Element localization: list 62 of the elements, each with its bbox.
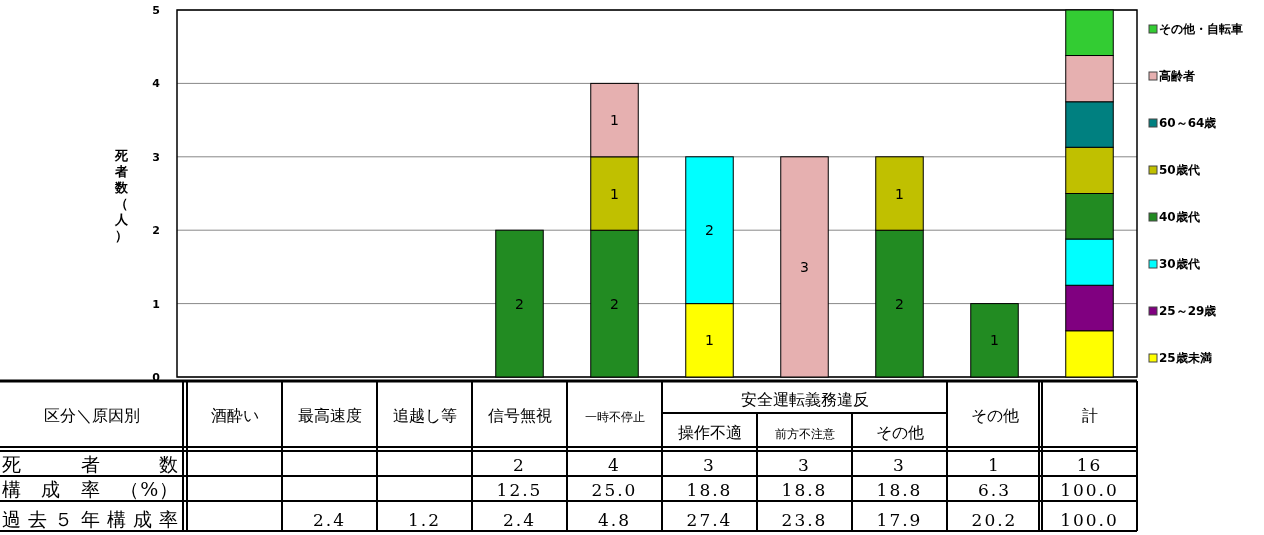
legend-label: その他・自転車 [1159,22,1243,36]
category-label: 最高速度 [297,406,362,425]
data-label: 1 [610,112,619,129]
data-label: 23.8 [781,510,828,530]
data-label: 2 [705,222,714,239]
category-label: 計 [1081,406,1098,425]
y-axis-title: 死者数（人） [113,148,129,243]
data-label: 2 [895,295,904,312]
data-label: 2 [610,295,619,312]
data-label: 20.2 [971,510,1018,530]
data-label: 1 [705,332,714,349]
y-tick-label: 2 [152,224,160,238]
legend-label: 高齢者 [1159,69,1195,83]
data-label: 3 [798,455,811,475]
y-tick-label: 3 [152,150,160,164]
data-label: 2.4 [312,510,347,530]
legend-label: 25～29歳 [1159,304,1217,318]
data-label: 1 [988,455,1001,475]
y-tick-label: 5 [152,4,160,17]
legend-label: 60～64歳 [1159,116,1217,130]
data-label: 1 [610,185,619,202]
data-label: 100.0 [1060,480,1119,500]
data-label: 3 [893,455,906,475]
data-label: 1 [895,185,904,202]
category-label: 操作不適 [677,423,742,442]
data-label: 16 [1076,455,1103,475]
text: 構 成 率 （%） [2,478,178,500]
data-label: 18.8 [781,480,828,500]
category-label: 信号無視 [487,406,552,425]
text: 死 者 数 [2,453,178,475]
data-label: 4.8 [597,510,632,530]
data-label: 6.3 [977,480,1012,500]
category-label: 酒酔い [210,406,259,425]
category-label: 一時不停止 [584,410,645,424]
text: 安全運転義務違反 [740,390,869,409]
data-label: 100.0 [1060,510,1119,530]
data-label: 2.4 [502,510,537,530]
data-label: 18.8 [686,480,733,500]
legend-label: 30歳代 [1159,257,1200,271]
data-label: 17.9 [876,510,923,530]
data-label: 18.8 [876,480,923,500]
data-label: 1 [990,332,999,349]
category-label: 前方不注意 [774,427,835,441]
data-label: 12.5 [496,480,543,500]
category-label: 追越し等 [392,406,457,425]
category-label: その他 [970,406,1019,425]
data-label: 3 [800,258,809,275]
legend-label: 25歳未満 [1159,351,1212,365]
data-label: 3 [703,455,716,475]
y-tick-label: 4 [152,77,161,91]
legend-label: 50歳代 [1159,163,1200,177]
category-label: その他 [875,423,924,442]
y-tick-label: 1 [152,297,160,311]
data-label: 4 [608,455,621,475]
data-label: 2 [513,455,526,475]
data-label: 25.0 [591,480,638,500]
data-label: 2 [515,295,524,312]
legend-label: 40歳代 [1159,210,1200,224]
text: 過去５年構成率 [2,508,178,530]
data-label: 27.4 [686,510,733,530]
data-label: 1.2 [407,510,442,530]
text: 区分＼原因別 [44,406,140,425]
